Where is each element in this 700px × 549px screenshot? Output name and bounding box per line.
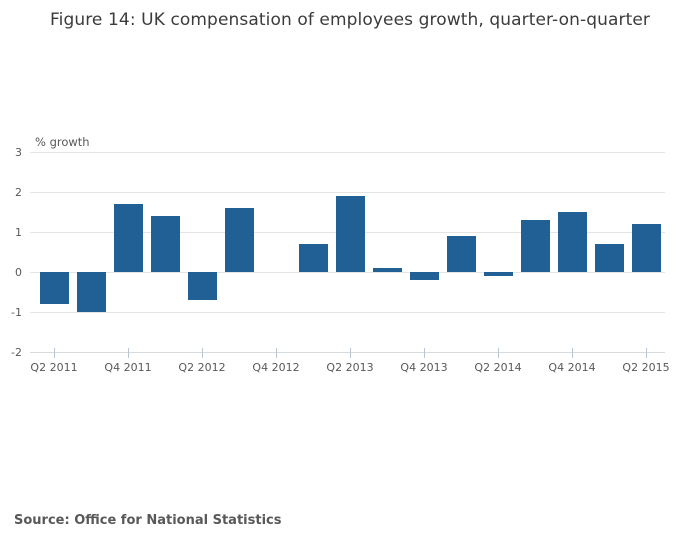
bar-q1-2013 [299, 244, 328, 272]
bar-q3-2012 [225, 208, 254, 272]
y-tick-label: -2 [11, 346, 22, 359]
y-tick-label: -1 [11, 306, 22, 319]
x-axis-tick [498, 348, 499, 358]
bar-q4-2014 [558, 212, 587, 272]
bar-q1-2012 [151, 216, 180, 272]
bar-q3-2013 [373, 268, 402, 272]
y-axis-title: % growth [35, 135, 90, 149]
source-note: Source: Office for National Statistics [14, 513, 282, 528]
x-tick-label: Q4 2011 [104, 361, 152, 374]
x-tick-label: Q4 2012 [252, 361, 300, 374]
x-tick-label: Q2 2014 [474, 361, 522, 374]
x-axis-line [30, 352, 665, 353]
bar-q2-2012 [188, 272, 217, 300]
y-tick-label: 3 [15, 146, 22, 159]
x-tick-label: Q4 2013 [400, 361, 448, 374]
gridline [30, 312, 665, 313]
bar-q2-2015 [632, 224, 661, 272]
x-axis-tick [202, 348, 203, 358]
bar-q1-2014 [447, 236, 476, 272]
y-tick-label: 1 [15, 226, 22, 239]
gridline [30, 192, 665, 193]
gridline [30, 272, 665, 273]
y-tick-label: 2 [15, 186, 22, 199]
x-axis-tick [646, 348, 647, 358]
x-tick-label: Q4 2014 [548, 361, 596, 374]
chart-title: Figure 14: UK compensation of employees … [49, 10, 650, 30]
bar-q4-2011 [114, 204, 143, 272]
x-tick-label: Q2 2013 [326, 361, 374, 374]
x-tick-label: Q2 2011 [30, 361, 78, 374]
x-tick-label: Q2 2012 [178, 361, 226, 374]
bar-q3-2014 [521, 220, 550, 272]
bar-q2-2013 [336, 196, 365, 272]
x-axis-tick [54, 348, 55, 358]
x-axis-tick [128, 348, 129, 358]
bar-q1-2015 [595, 244, 624, 272]
x-axis-tick [424, 348, 425, 358]
bar-q2-2011 [40, 272, 69, 304]
x-axis-tick [572, 348, 573, 358]
bar-q3-2011 [77, 272, 106, 312]
x-axis-tick [276, 348, 277, 358]
y-tick-label: 0 [15, 266, 22, 279]
bar-q2-2014 [484, 272, 513, 276]
bar-q4-2013 [410, 272, 439, 280]
x-axis-tick [350, 348, 351, 358]
gridline [30, 152, 665, 153]
x-tick-label: Q2 2015 [622, 361, 670, 374]
